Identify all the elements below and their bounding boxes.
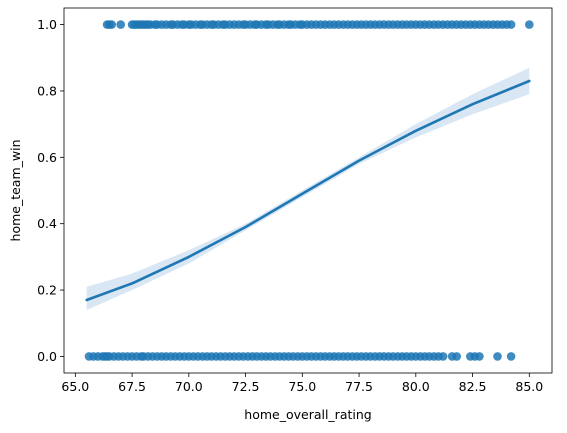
y-tick-label: 0.0 bbox=[37, 349, 57, 364]
data-point bbox=[506, 352, 516, 361]
y-tick-label: 1.0 bbox=[37, 17, 57, 32]
x-axis-label: home_overall_rating bbox=[244, 407, 371, 422]
fit-line-layer bbox=[85, 79, 531, 302]
x-tick-label: 77.5 bbox=[345, 379, 373, 394]
x-tick-label: 80.0 bbox=[402, 379, 430, 394]
x-tick-label: 72.5 bbox=[232, 379, 260, 394]
x-axis-ticks: 65.0 67.5 70.0 72.5 75.0 77.5 80.0 82.5 85.0 bbox=[61, 373, 543, 394]
data-point bbox=[452, 352, 462, 361]
y-tick-label: 0.2 bbox=[37, 283, 57, 298]
x-tick-label: 70.0 bbox=[175, 379, 203, 394]
y-axis-label: home_team_win bbox=[8, 140, 23, 242]
y-tick-label: 0.8 bbox=[37, 83, 57, 98]
data-point bbox=[438, 352, 448, 361]
y-tick-label: 0.4 bbox=[37, 216, 57, 231]
x-tick-label: 65.0 bbox=[61, 379, 89, 394]
data-point bbox=[506, 20, 516, 29]
data-point bbox=[107, 20, 116, 29]
data-point bbox=[116, 20, 125, 29]
data-point bbox=[525, 20, 534, 29]
y-tick-label: 0.6 bbox=[37, 150, 57, 165]
y-axis-ticks: 0.0 0.2 0.4 0.6 0.8 1.0 bbox=[37, 17, 64, 364]
plot-area-frame bbox=[63, 7, 553, 374]
data-points-layer bbox=[84, 20, 534, 361]
data-point bbox=[493, 352, 502, 361]
x-tick-label: 82.5 bbox=[459, 379, 487, 394]
x-tick-label: 75.0 bbox=[288, 379, 316, 394]
x-tick-label: 85.0 bbox=[515, 379, 543, 394]
x-tick-label: 67.5 bbox=[118, 379, 146, 394]
fit-line bbox=[85, 79, 531, 302]
data-point bbox=[475, 352, 484, 361]
